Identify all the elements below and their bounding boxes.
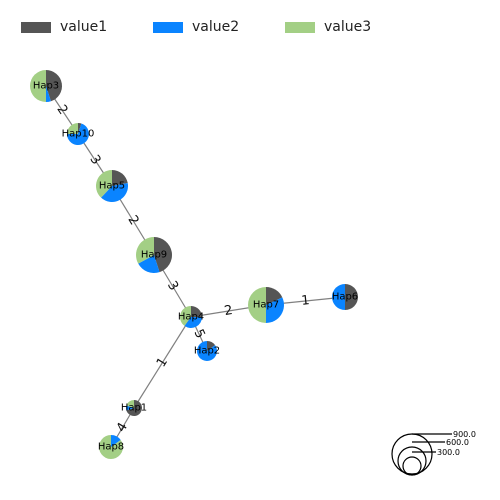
edge-weight-hap3-hap10: 2 [53,102,70,117]
node-hap10: Hap10 [62,123,95,146]
scale-label-900: 900.0 [453,430,476,439]
node-hap3: Hap3 [30,70,62,102]
node-hap7-slice-value3 [248,287,266,323]
node-label-hap6: Hap6 [332,292,358,303]
node-hap2-slice-value1 [207,341,216,351]
node-hap8: Hap8 [98,435,124,460]
node-hap5-slice-value3 [95,170,112,198]
scale-circle-300 [402,456,422,476]
node-hap3-slice-value2 [46,86,51,102]
legend-swatch-value3 [285,21,315,33]
node-hap9: Hap9 [136,236,172,273]
scale-circle-600 [397,446,427,476]
node-label-hap5: Hap5 [99,181,125,192]
node-hap10-slice-value2 [67,123,90,146]
node-hap3-slice-value1 [46,70,62,102]
node-hap4-slice-value3 [179,306,191,326]
node-label-hap4: Hap4 [178,312,204,323]
edge-weight-hap4-hap1: 1 [154,355,171,370]
node-hap6-slice-value1 [345,284,358,310]
node-hap9-slice-value3 [136,236,154,264]
node-hap7-slice-value1 [266,287,283,305]
nodes-layer: Hap3 Hap10 Hap5 Hap9 Hap4 Hap7 Hap6 Hap2 Hap1 Hap… [30,70,358,460]
edge-weight-hap7-hap6: 1 [301,293,311,309]
node-hap8-slice-value2 [111,435,121,447]
edge-hap4-hap1 [133,316,192,409]
node-hap6: Hap6 [332,284,358,310]
edge-weight-hap5-hap9: 2 [124,213,141,228]
edges-layer: 2 3 2 3 2 1 5 1 4 [45,85,346,448]
edge-weight-hap9-hap4: 3 [164,279,181,294]
scale-label-600: 600.0 [446,438,469,447]
node-hap1-slice-value2 [125,405,134,411]
node-label-hap2: Hap2 [194,346,220,357]
edge-weight-hap4-hap7: 2 [223,303,234,319]
node-hap5-slice-value2 [101,183,129,203]
node-label-hap1: Hap1 [121,403,147,414]
legend-label-value2: value2 [192,19,240,35]
node-hap8-slice-value3 [98,435,123,460]
node-hap4-slice-value2 [184,317,202,329]
legend-item-value1: value1 [21,18,107,36]
node-label-hap3: Hap3 [33,81,59,92]
node-hap4-slice-value1 [191,306,202,317]
node-label-hap8: Hap8 [98,442,124,453]
edge-weight-hap1-hap8: 4 [114,420,131,435]
legend-item-value2: value2 [153,18,239,36]
legend-swatch-value1 [21,21,51,33]
legend-item-value3: value3 [285,18,371,36]
node-hap10-slice-value3 [67,123,78,134]
node-hap6-slice-value2 [332,284,345,310]
node-label-hap7: Hap7 [253,300,279,311]
node-hap3-slice-value3 [30,70,46,102]
scale-circle-900 [391,433,433,475]
legend-swatch-value2 [153,21,183,33]
node-hap9-slice-value2 [138,255,160,273]
node-hap2-slice-value2 [196,341,217,361]
legend-label-value3: value3 [324,19,372,35]
node-hap10-slice-value1 [78,123,82,134]
node-hap9-slice-value1 [154,237,172,273]
node-label-hap9: Hap9 [141,250,167,261]
node-hap4: Hap4 [178,306,204,329]
node-hap1-slice-value1 [126,400,142,417]
legend-label-value1: value1 [60,19,108,35]
node-hap7-slice-value2 [266,297,285,323]
node-hap7: Hap7 [248,287,285,323]
edge-weight-hap10-hap5: 3 [86,152,103,167]
edge-weight-hap4-hap2: 5 [190,327,207,341]
node-hap1: Hap1 [121,400,147,417]
node-hap1-slice-value3 [126,400,134,408]
node-hap5: Hap5 [95,170,129,203]
node-hap2: Hap2 [194,341,220,361]
node-hap5-slice-value1 [112,170,128,186]
node-label-hap10: Hap10 [62,129,95,140]
scale-label-300: 300.0 [437,448,460,457]
size-scale: 900.0 600.0 300.0 [391,430,476,476]
legend: value1 value2 value3 [0,0,500,50]
